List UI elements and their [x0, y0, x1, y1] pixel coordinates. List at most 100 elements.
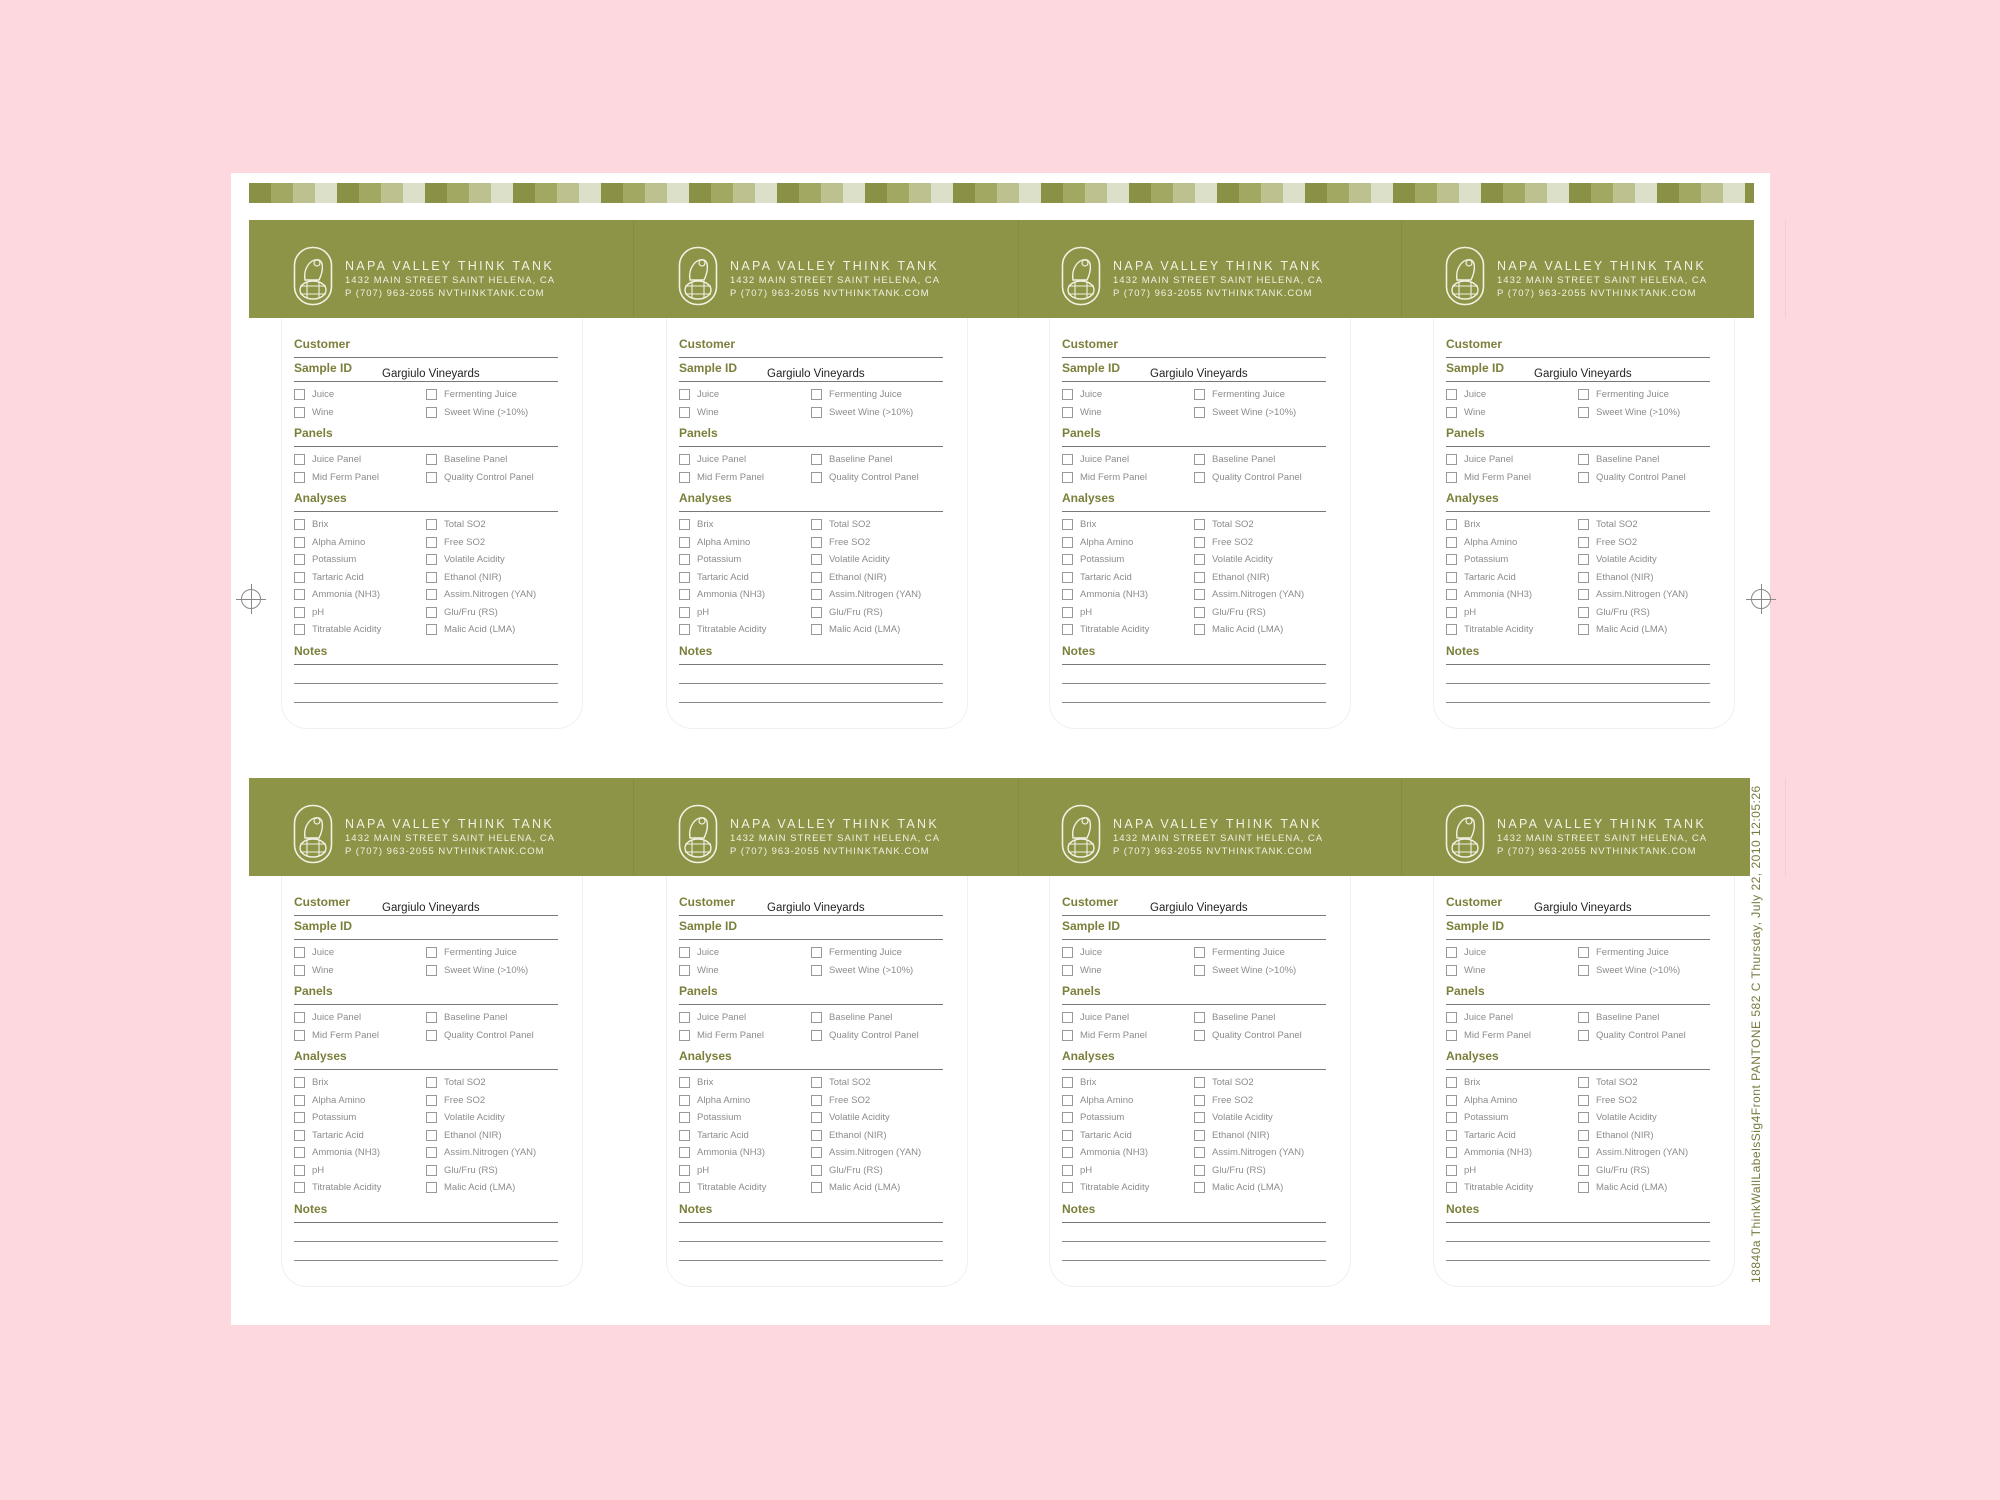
checkbox-option[interactable]: pH — [679, 605, 811, 621]
checkbox-option[interactable]: Potassium — [1446, 1110, 1578, 1126]
sample-id-field[interactable]: Sample ID Gargiulo Vineyards — [1446, 358, 1710, 382]
checkbox-option[interactable]: Quality Control Panel — [1578, 1028, 1710, 1044]
checkbox-option[interactable]: Brix — [1446, 1075, 1578, 1091]
checkbox[interactable] — [679, 1147, 690, 1159]
customer-field[interactable]: Customer — [1062, 334, 1326, 358]
checkbox[interactable] — [679, 454, 690, 466]
checkbox[interactable] — [1062, 571, 1073, 583]
checkbox-option[interactable]: Juice — [294, 387, 426, 403]
checkbox[interactable] — [1578, 454, 1589, 466]
checkbox[interactable] — [811, 571, 822, 583]
checkbox-option[interactable]: Quality Control Panel — [1194, 470, 1326, 486]
checkbox[interactable] — [1578, 536, 1589, 548]
checkbox-option[interactable]: Potassium — [679, 1110, 811, 1126]
checkbox-option[interactable]: pH — [294, 1163, 426, 1179]
checkbox[interactable] — [1446, 389, 1457, 401]
sample-id-field[interactable]: Sample ID — [294, 916, 558, 940]
sample-id-field[interactable]: Sample ID — [679, 916, 943, 940]
checkbox-option[interactable]: Ethanol (NIR) — [1578, 1128, 1710, 1144]
checkbox-option[interactable]: Ethanol (NIR) — [811, 570, 943, 586]
checkbox[interactable] — [679, 471, 690, 483]
checkbox[interactable] — [1446, 571, 1457, 583]
checkbox-option[interactable]: Glu/Fru (RS) — [811, 1163, 943, 1179]
checkbox[interactable] — [1062, 554, 1073, 566]
checkbox[interactable] — [679, 536, 690, 548]
checkbox-option[interactable]: pH — [1062, 605, 1194, 621]
customer-field[interactable]: Customer — [679, 334, 943, 358]
checkbox[interactable] — [811, 1182, 822, 1194]
checkbox[interactable] — [1194, 589, 1205, 601]
checkbox-option[interactable]: Quality Control Panel — [426, 470, 558, 486]
checkbox-option[interactable]: Juice Panel — [1446, 452, 1578, 468]
checkbox-option[interactable]: Potassium — [1062, 552, 1194, 568]
checkbox[interactable] — [426, 389, 437, 401]
checkbox-option[interactable]: Brix — [679, 1075, 811, 1091]
checkbox-option[interactable]: Titratable Acidity — [294, 1180, 426, 1196]
checkbox[interactable] — [426, 1164, 437, 1176]
checkbox-option[interactable]: Glu/Fru (RS) — [1194, 1163, 1326, 1179]
checkbox[interactable] — [426, 406, 437, 418]
customer-field[interactable]: Customer Gargiulo Vineyards — [1062, 892, 1326, 916]
notes-line[interactable] — [1446, 1223, 1710, 1242]
checkbox[interactable] — [811, 454, 822, 466]
checkbox[interactable] — [1194, 1012, 1205, 1024]
notes-field[interactable]: Notes — [679, 1199, 943, 1223]
checkbox[interactable] — [1578, 964, 1589, 976]
checkbox-option[interactable]: Glu/Fru (RS) — [426, 1163, 558, 1179]
checkbox[interactable] — [811, 1164, 822, 1176]
checkbox-option[interactable]: Potassium — [1062, 1110, 1194, 1126]
checkbox-option[interactable]: Assim.Nitrogen (YAN) — [1578, 587, 1710, 603]
checkbox[interactable] — [1578, 947, 1589, 959]
checkbox-option[interactable]: Ethanol (NIR) — [811, 1128, 943, 1144]
checkbox-option[interactable]: Sweet Wine (>10%) — [811, 963, 943, 979]
checkbox[interactable] — [1446, 1164, 1457, 1176]
checkbox[interactable] — [426, 519, 437, 531]
checkbox-option[interactable]: Titratable Acidity — [1446, 622, 1578, 638]
checkbox-option[interactable]: Ammonia (NH3) — [1062, 587, 1194, 603]
checkbox[interactable] — [1194, 1182, 1205, 1194]
checkbox[interactable] — [1446, 471, 1457, 483]
checkbox[interactable] — [426, 554, 437, 566]
notes-line[interactable] — [1062, 1223, 1326, 1242]
checkbox[interactable] — [1446, 1112, 1457, 1124]
checkbox[interactable] — [811, 1112, 822, 1124]
checkbox[interactable] — [679, 1129, 690, 1141]
checkbox[interactable] — [811, 1129, 822, 1141]
checkbox-option[interactable]: Glu/Fru (RS) — [1578, 605, 1710, 621]
checkbox[interactable] — [1446, 1094, 1457, 1106]
checkbox-option[interactable]: Total SO2 — [1194, 517, 1326, 533]
checkbox-option[interactable]: Alpha Amino — [294, 1093, 426, 1109]
checkbox-option[interactable]: Assim.Nitrogen (YAN) — [1194, 1145, 1326, 1161]
checkbox-option[interactable]: Glu/Fru (RS) — [811, 605, 943, 621]
checkbox-option[interactable]: Titratable Acidity — [679, 1180, 811, 1196]
checkbox[interactable] — [1062, 1094, 1073, 1106]
checkbox[interactable] — [811, 536, 822, 548]
checkbox[interactable] — [811, 406, 822, 418]
checkbox-option[interactable]: Total SO2 — [1194, 1075, 1326, 1091]
checkbox[interactable] — [426, 1182, 437, 1194]
checkbox-option[interactable]: Potassium — [679, 552, 811, 568]
checkbox-option[interactable]: Ammonia (NH3) — [679, 587, 811, 603]
checkbox-option[interactable]: Malic Acid (LMA) — [426, 622, 558, 638]
checkbox-option[interactable]: Alpha Amino — [679, 535, 811, 551]
checkbox-option[interactable]: Titratable Acidity — [1062, 1180, 1194, 1196]
checkbox-option[interactable]: Tartaric Acid — [1446, 570, 1578, 586]
checkbox[interactable] — [811, 554, 822, 566]
checkbox[interactable] — [294, 1112, 305, 1124]
checkbox-option[interactable]: Potassium — [294, 1110, 426, 1126]
checkbox[interactable] — [1062, 536, 1073, 548]
checkbox[interactable] — [1446, 1182, 1457, 1194]
checkbox-option[interactable]: Malic Acid (LMA) — [1194, 1180, 1326, 1196]
checkbox-option[interactable]: Brix — [1446, 517, 1578, 533]
checkbox-option[interactable]: Total SO2 — [1578, 517, 1710, 533]
checkbox[interactable] — [1578, 406, 1589, 418]
notes-line[interactable] — [1062, 1242, 1326, 1261]
checkbox[interactable] — [1578, 519, 1589, 531]
checkbox-option[interactable]: Volatile Acidity — [1578, 552, 1710, 568]
checkbox[interactable] — [1194, 1129, 1205, 1141]
checkbox-option[interactable]: Malic Acid (LMA) — [1578, 622, 1710, 638]
checkbox[interactable] — [1194, 1077, 1205, 1089]
checkbox[interactable] — [1578, 1094, 1589, 1106]
checkbox[interactable] — [426, 1012, 437, 1024]
checkbox-option[interactable]: Mid Ferm Panel — [679, 470, 811, 486]
